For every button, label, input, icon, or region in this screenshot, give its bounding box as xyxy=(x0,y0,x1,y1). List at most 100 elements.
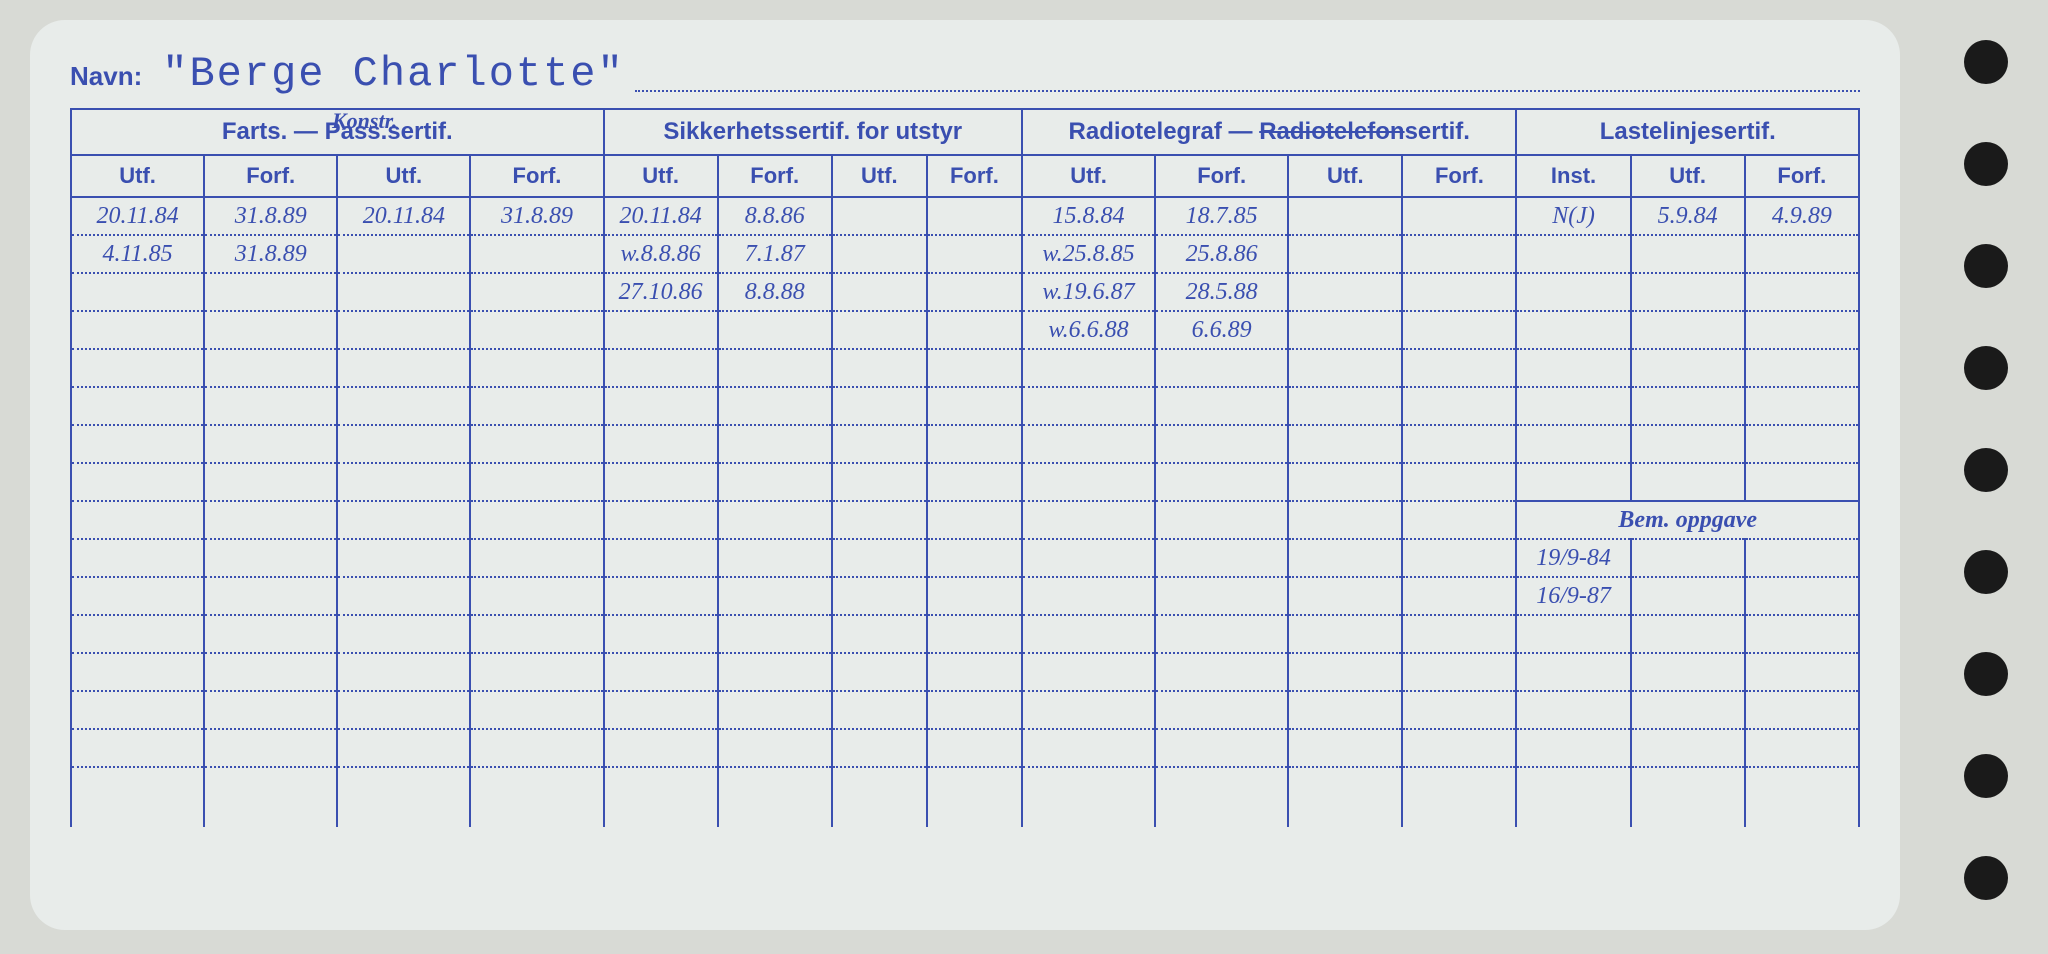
cell xyxy=(927,387,1022,425)
cell xyxy=(337,311,470,349)
bem-cell xyxy=(1745,539,1859,577)
bem-cell xyxy=(1516,653,1630,691)
cell xyxy=(337,691,470,729)
cell xyxy=(337,273,470,311)
cell xyxy=(1402,463,1516,501)
cell xyxy=(1155,425,1288,463)
hole-icon xyxy=(1964,346,2008,390)
cell xyxy=(337,349,470,387)
cell xyxy=(927,615,1022,653)
cell xyxy=(1745,273,1859,311)
cell xyxy=(1516,425,1630,463)
cell xyxy=(1631,311,1745,349)
cell xyxy=(927,577,1022,615)
cell xyxy=(470,273,603,311)
cell: 18.7.85 xyxy=(1155,197,1288,235)
cell xyxy=(204,501,337,539)
cell: w.6.6.88 xyxy=(1022,311,1155,349)
cell: 20.11.84 xyxy=(604,197,718,235)
bem-cell xyxy=(1631,615,1745,653)
cell xyxy=(470,425,603,463)
cell xyxy=(1631,273,1745,311)
cell xyxy=(604,653,718,691)
cell xyxy=(204,653,337,691)
cell xyxy=(1402,691,1516,729)
cell xyxy=(1155,767,1288,827)
cell xyxy=(1402,387,1516,425)
cell xyxy=(718,691,832,729)
sub-utf-4: Utf. xyxy=(832,155,927,197)
group-laste: Lastelinjesertif. xyxy=(1516,109,1859,155)
cell xyxy=(718,387,832,425)
cell xyxy=(1745,235,1859,273)
cell xyxy=(1022,691,1155,729)
sub-utf-7: Utf. xyxy=(1631,155,1745,197)
cell xyxy=(604,463,718,501)
cell xyxy=(204,273,337,311)
cell xyxy=(1022,653,1155,691)
cell xyxy=(1022,539,1155,577)
cell xyxy=(832,615,927,653)
table-row xyxy=(71,729,1859,767)
cell xyxy=(1288,615,1402,653)
bem-cell xyxy=(1631,539,1745,577)
cell xyxy=(1022,387,1155,425)
name-underline xyxy=(635,90,1860,92)
cell xyxy=(1402,311,1516,349)
cell xyxy=(927,311,1022,349)
bem-cell: 19/9-84 xyxy=(1516,539,1630,577)
cell: 20.11.84 xyxy=(337,197,470,235)
cell xyxy=(1516,235,1630,273)
cell xyxy=(71,463,204,501)
cell xyxy=(470,387,603,425)
cell xyxy=(1022,615,1155,653)
cell: 7.1.87 xyxy=(718,235,832,273)
bem-cell xyxy=(1745,729,1859,767)
cell xyxy=(337,615,470,653)
cell xyxy=(1402,615,1516,653)
cell xyxy=(71,615,204,653)
cell xyxy=(1288,653,1402,691)
cell xyxy=(1745,463,1859,501)
cell xyxy=(1402,653,1516,691)
sub-utf-5: Utf. xyxy=(1022,155,1155,197)
table-body: 20.11.8431.8.8920.11.8431.8.8920.11.848.… xyxy=(71,197,1859,827)
cell xyxy=(470,653,603,691)
cell xyxy=(337,387,470,425)
name-label: Navn: xyxy=(70,61,142,92)
cell xyxy=(927,501,1022,539)
sub-forf-2: Forf. xyxy=(470,155,603,197)
cell xyxy=(71,577,204,615)
cell xyxy=(832,387,927,425)
name-row: Navn: "Berge Charlotte" xyxy=(70,50,1860,100)
group-farts: Farts. — Pass.sertif. Konstr. xyxy=(71,109,604,155)
cell xyxy=(927,729,1022,767)
cell: 15.8.84 xyxy=(1022,197,1155,235)
cell xyxy=(71,539,204,577)
cell xyxy=(832,691,927,729)
cell xyxy=(470,349,603,387)
cell xyxy=(204,349,337,387)
cell xyxy=(1155,501,1288,539)
table-row xyxy=(71,615,1859,653)
cell xyxy=(71,387,204,425)
cell: 31.8.89 xyxy=(470,197,603,235)
cell xyxy=(1288,235,1402,273)
cell xyxy=(1288,767,1402,827)
cell xyxy=(337,539,470,577)
table-row xyxy=(71,387,1859,425)
cell xyxy=(204,311,337,349)
bem-cell xyxy=(1631,691,1745,729)
cell xyxy=(337,653,470,691)
cell xyxy=(1155,615,1288,653)
bem-cell xyxy=(1745,767,1859,827)
cell xyxy=(1402,729,1516,767)
cell xyxy=(1155,387,1288,425)
cell xyxy=(927,463,1022,501)
cell xyxy=(470,311,603,349)
cell xyxy=(71,729,204,767)
bem-cell xyxy=(1745,691,1859,729)
cell xyxy=(1402,349,1516,387)
cell xyxy=(927,197,1022,235)
cell xyxy=(1631,387,1745,425)
